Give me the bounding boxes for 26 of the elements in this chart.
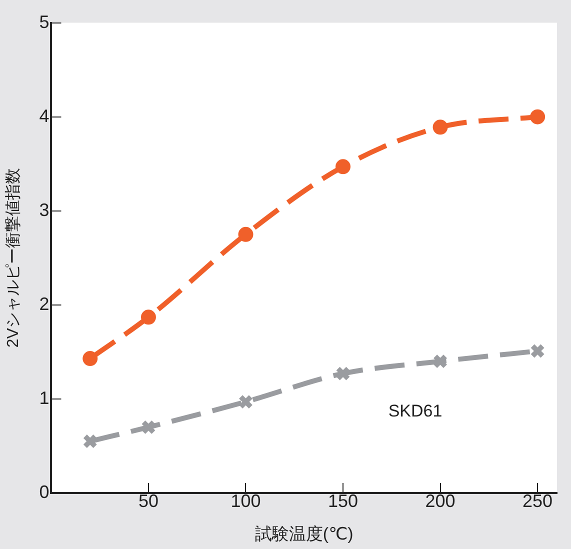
text: SKD61: [388, 401, 442, 420]
x-tick-label: 50: [138, 490, 158, 511]
y-tick-label: 5: [39, 12, 50, 32]
x-tick-label: 250: [522, 490, 553, 511]
x-tick-label: 200: [425, 490, 456, 511]
x-tick-label: 150: [328, 490, 358, 511]
y-tick-label: 1: [39, 388, 50, 408]
point: [238, 226, 254, 242]
point: [141, 420, 156, 435]
x-axis-title: 試験温度(℃): [254, 524, 354, 544]
y-tick-label: 3: [39, 200, 50, 220]
point: [432, 354, 448, 369]
point: [82, 351, 98, 366]
point: [140, 310, 156, 325]
y-tick-label: 0: [39, 482, 50, 502]
point: [432, 120, 448, 135]
y-tick-label: 2: [39, 294, 50, 314]
x-tick-label: 100: [230, 490, 261, 511]
point: [82, 434, 98, 449]
point: [238, 394, 254, 410]
point: [530, 344, 545, 358]
y-tick-label: 4: [39, 106, 50, 126]
point: [336, 366, 350, 382]
point: [336, 159, 351, 174]
y-axis-title: 2Vシャルピー衝撃値指数: [4, 168, 22, 348]
point: [530, 109, 546, 124]
